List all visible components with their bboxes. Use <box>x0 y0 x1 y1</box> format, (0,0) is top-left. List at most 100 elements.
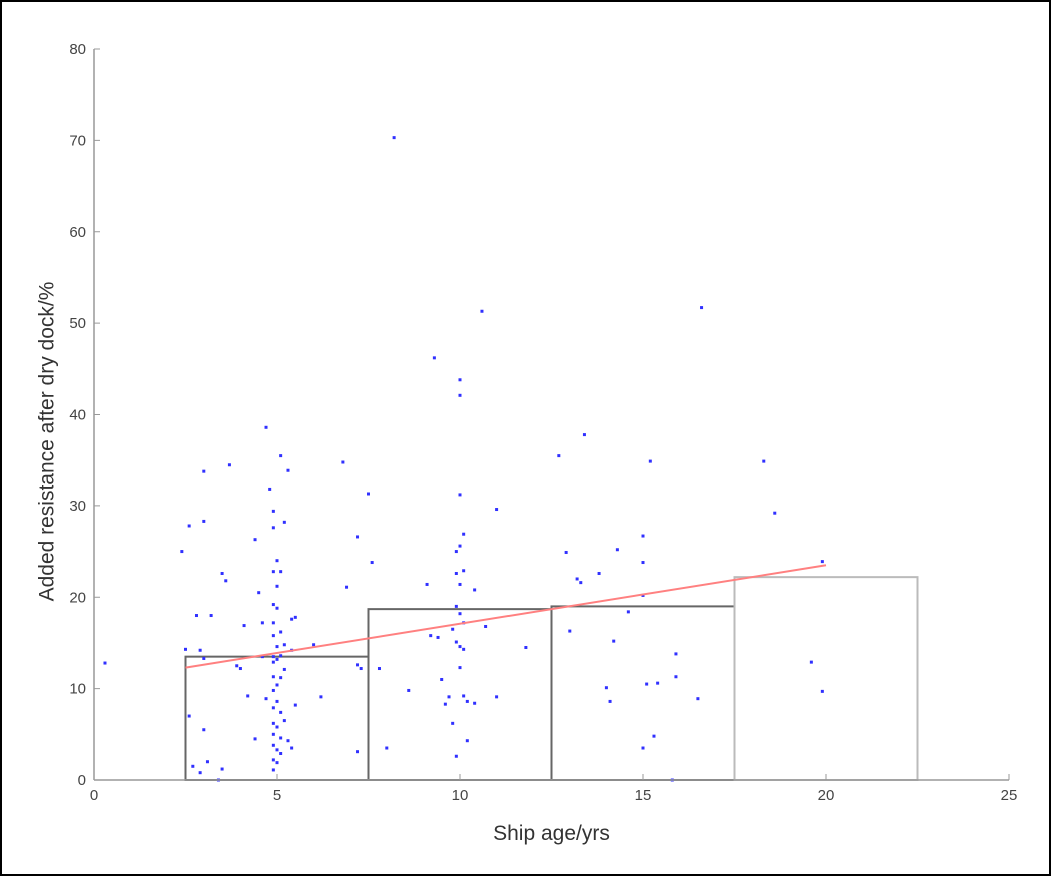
data-point-86 <box>367 492 370 496</box>
x-tick-label-10: 10 <box>452 787 469 804</box>
data-point-10 <box>202 519 206 523</box>
data-point-72 <box>286 739 290 743</box>
data-point-82 <box>356 535 360 539</box>
x-tick-label-15: 15 <box>635 787 652 804</box>
data-point-115 <box>462 569 466 573</box>
data-point-75 <box>290 746 294 750</box>
data-point-117 <box>462 647 466 651</box>
data-point-40 <box>271 660 275 664</box>
data-point-78 <box>312 643 316 647</box>
data-point-34 <box>271 526 275 530</box>
data-point-19 <box>224 579 228 583</box>
data-point-118 <box>462 694 466 698</box>
y-tick-label-60: 60 <box>69 224 86 241</box>
data-point-37 <box>271 621 275 625</box>
y-tick-label-0: 0 <box>78 772 86 789</box>
data-point-155 <box>809 660 813 664</box>
data-point-81 <box>345 585 349 589</box>
data-point-49 <box>275 559 279 563</box>
data-point-13 <box>205 760 209 764</box>
data-point-56 <box>275 725 279 729</box>
data-point-29 <box>260 621 264 625</box>
data-point-43 <box>271 706 275 710</box>
data-point-73 <box>290 617 294 621</box>
x-tick-label-25: 25 <box>1001 787 1018 804</box>
data-point-17 <box>220 571 224 575</box>
data-point-91 <box>407 688 411 692</box>
data-point-63 <box>279 676 283 680</box>
data-point-93 <box>429 634 433 638</box>
data-point-145 <box>648 459 652 463</box>
data-point-22 <box>238 667 242 671</box>
data-point-111 <box>458 612 462 616</box>
data-point-79 <box>319 695 323 699</box>
data-point-47 <box>271 758 275 762</box>
data-point-24 <box>246 694 250 698</box>
trend-line <box>185 564 827 669</box>
data-point-48 <box>271 768 275 772</box>
data-point-101 <box>454 550 458 554</box>
data-point-68 <box>282 643 286 647</box>
bin-bar-4 <box>733 576 919 782</box>
data-point-39 <box>271 655 275 659</box>
data-point-130 <box>568 629 572 633</box>
data-point-4 <box>187 524 191 528</box>
data-point-128 <box>557 454 561 458</box>
data-point-59 <box>279 454 283 458</box>
data-point-1 <box>103 661 107 665</box>
data-point-51 <box>275 606 279 610</box>
data-point-138 <box>615 548 619 552</box>
data-point-70 <box>282 719 286 723</box>
data-point-83 <box>356 663 360 667</box>
data-point-33 <box>271 509 275 513</box>
data-point-67 <box>282 520 286 524</box>
data-point-95 <box>436 635 440 639</box>
data-point-144 <box>645 682 649 686</box>
data-point-94 <box>432 356 436 360</box>
data-point-42 <box>271 688 275 692</box>
data-point-154 <box>773 511 777 515</box>
data-point-85 <box>359 667 363 671</box>
data-point-14 <box>198 771 202 775</box>
data-point-152 <box>700 306 704 310</box>
y-tick-label-10: 10 <box>69 681 86 698</box>
x-ticks: 0 5 10 15 20 25 <box>90 774 1018 804</box>
data-point-129 <box>564 550 568 554</box>
data-point-21 <box>235 664 239 668</box>
data-point-141 <box>641 534 645 538</box>
data-point-112 <box>458 645 462 649</box>
data-point-54 <box>275 683 279 687</box>
data-point-135 <box>604 686 608 690</box>
data-point-122 <box>473 701 477 705</box>
data-point-35 <box>271 570 275 574</box>
data-point-156 <box>820 560 824 564</box>
data-point-8 <box>198 648 202 652</box>
data-point-98 <box>447 695 451 699</box>
data-point-96 <box>440 677 444 681</box>
data-point-123 <box>480 309 484 313</box>
data-point-108 <box>458 493 462 497</box>
data-point-31 <box>264 697 268 701</box>
x-axis-title: Ship age/yrs <box>493 822 610 845</box>
data-point-137 <box>612 639 616 643</box>
y-axis-title: Added resistance after dry dock/% <box>36 282 59 602</box>
data-point-149 <box>674 652 678 656</box>
data-point-114 <box>462 532 466 536</box>
data-point-53 <box>275 657 279 661</box>
data-point-88 <box>377 667 381 671</box>
data-point-139 <box>626 610 630 614</box>
data-point-126 <box>495 695 499 699</box>
data-point-3 <box>184 647 187 651</box>
data-point-36 <box>271 603 275 607</box>
data-point-134 <box>597 571 601 575</box>
data-point-92 <box>425 582 429 586</box>
data-point-100 <box>451 627 455 631</box>
data-point-106 <box>458 378 462 382</box>
data-point-87 <box>370 561 374 565</box>
data-point-64 <box>279 710 283 714</box>
data-point-102 <box>454 571 458 575</box>
data-point-55 <box>275 699 279 703</box>
data-point-150 <box>674 675 678 679</box>
trend-layer <box>185 564 827 669</box>
